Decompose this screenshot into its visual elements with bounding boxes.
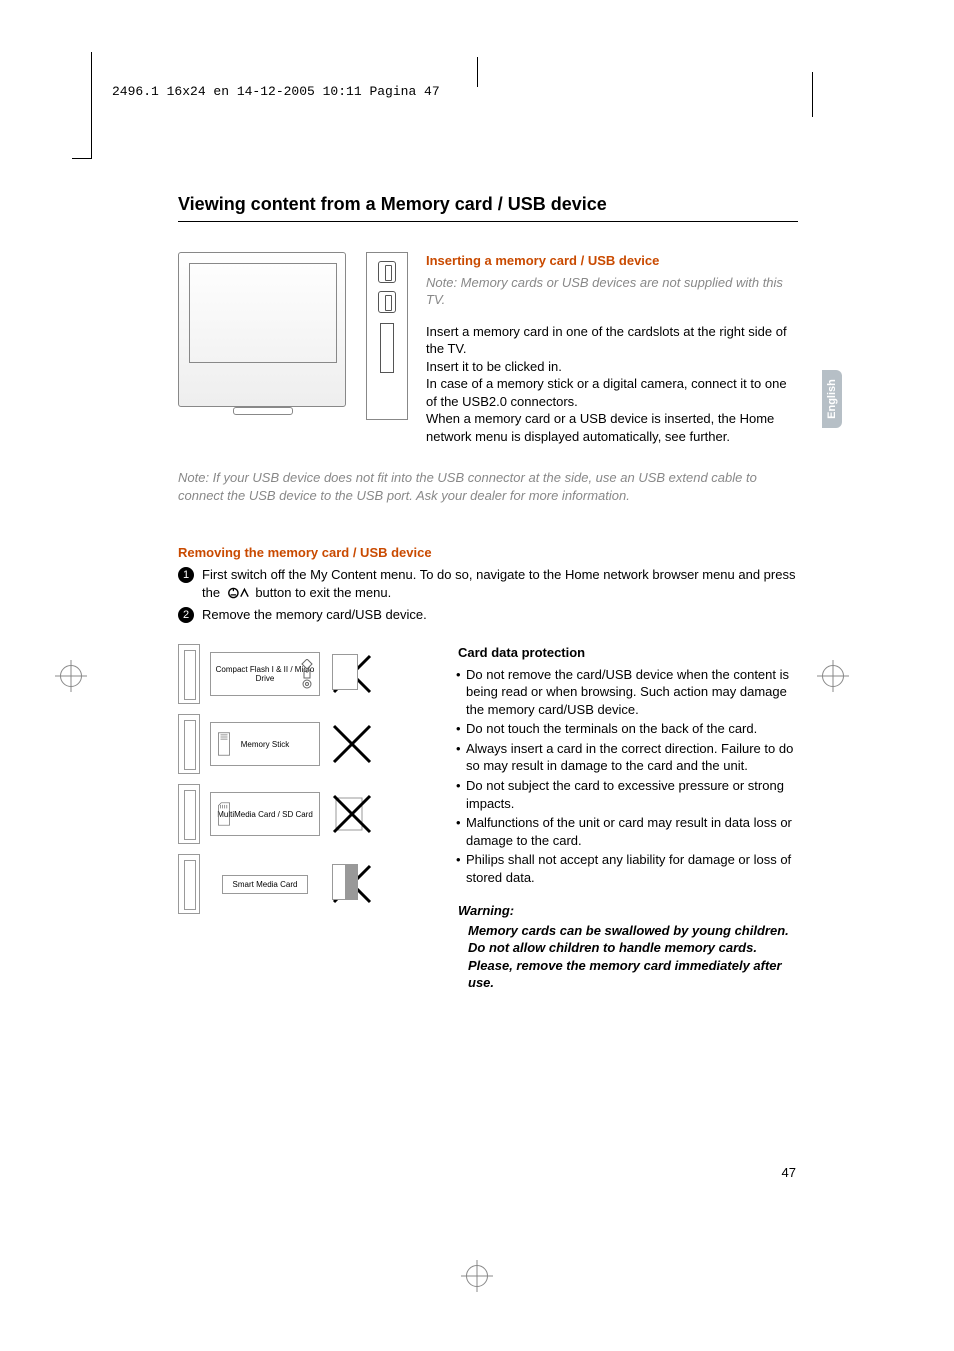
card-slot-icon: [380, 323, 394, 373]
bullet-item: Do not subject the card to excessive pre…: [458, 777, 798, 812]
supply-note: Note: Memory cards or USB devices are no…: [426, 274, 798, 309]
registration-mark-right: [822, 665, 844, 687]
step-1-text-b: button to exit the menu.: [255, 585, 391, 600]
step-1: 1 First switch off the My Content menu. …: [178, 566, 798, 602]
bullet-item: Do not touch the terminals on the back o…: [458, 720, 798, 738]
sd-card-icon: [217, 799, 231, 829]
sm-label-text: Smart Media Card: [233, 880, 298, 889]
ms-label-text: Memory Stick: [241, 740, 289, 749]
mmc-label-text: MultiMedia Card / SD Card: [217, 810, 313, 819]
protection-bullet-list: Do not remove the card/USB device when t…: [458, 666, 798, 887]
language-tab: English: [822, 370, 842, 428]
crop-mark-top-left: [72, 52, 92, 159]
bullet-item: Do not remove the card/USB device when t…: [458, 666, 798, 719]
page-title: Viewing content from a Memory card / USB…: [178, 194, 798, 222]
step-2: 2 Remove the memory card/USB device.: [178, 606, 798, 624]
crop-mark-top-right: [812, 72, 814, 117]
step-number-2-icon: 2: [178, 607, 194, 623]
sm-card-label: Smart Media Card: [210, 862, 320, 906]
warning-heading: Warning:: [458, 902, 798, 920]
print-job-header: 2496.1 16x24 en 14-12-2005 10:11 Pagina …: [112, 84, 440, 99]
my-content-button-icon: [226, 586, 250, 600]
card-outline-icon: [332, 864, 358, 900]
step-number-1-icon: 1: [178, 567, 194, 583]
bullet-item: Always insert a card in the correct dire…: [458, 740, 798, 775]
slot-illustration: [178, 784, 200, 844]
tv-screen-illustration: [189, 263, 337, 363]
usb-extend-note: Note: If your USB device does not fit in…: [178, 469, 798, 504]
card-row-mmc: MultiMedia Card / SD Card: [178, 784, 428, 844]
protection-heading: Card data protection: [458, 644, 798, 662]
wrong-orientation-cf: [330, 652, 374, 696]
wrong-orientation-mmc: [330, 792, 374, 836]
wrong-orientation-sm: [330, 862, 374, 906]
slot-illustration: [178, 714, 200, 774]
inserting-heading: Inserting a memory card / USB device: [426, 252, 798, 270]
removing-heading: Removing the memory card / USB device: [178, 545, 798, 560]
usb-port-icon: [378, 291, 396, 313]
cf-icons: [301, 659, 313, 689]
wrong-orientation-ms: [330, 722, 374, 766]
ms-card-label: Memory Stick: [210, 722, 320, 766]
card-row-cf: Compact Flash I & II / Micro Drive: [178, 644, 428, 704]
step-1-text: First switch off the My Content menu. To…: [202, 566, 798, 602]
card-row-sm: Smart Media Card: [178, 854, 428, 914]
mmc-card-label: MultiMedia Card / SD Card: [210, 792, 320, 836]
step-2-text: Remove the memory card/USB device.: [202, 606, 427, 624]
tv-diagram: [178, 252, 408, 422]
registration-mark-bottom: [466, 1265, 488, 1287]
cf-card-label: Compact Flash I & II / Micro Drive: [210, 652, 320, 696]
usb-port-icon: [378, 261, 396, 283]
tv-side-panel-illustration: [366, 252, 408, 420]
bullet-item: Philips shall not accept any liability f…: [458, 851, 798, 886]
protection-section: Card data protection Do not remove the c…: [458, 644, 798, 992]
warning-body: Memory cards can be swallowed by young c…: [458, 922, 798, 992]
intro-para-2: Insert it to be clicked in.: [426, 358, 798, 376]
bullet-item: Malfunctions of the unit or card may res…: [458, 814, 798, 849]
slot-illustration: [178, 644, 200, 704]
intro-para-1: Insert a memory card in one of the cards…: [426, 323, 798, 358]
memory-stick-icon: [217, 729, 231, 759]
card-row-ms: Memory Stick: [178, 714, 428, 774]
page-number: 47: [782, 1165, 796, 1180]
memory-card-diagrams: Compact Flash I & II / Micro Drive M: [178, 644, 428, 992]
intro-text-block: Inserting a memory card / USB device Not…: [426, 252, 798, 445]
lower-section: Compact Flash I & II / Micro Drive M: [178, 644, 798, 992]
crop-mark-top-center: [468, 72, 486, 90]
page-content: Viewing content from a Memory card / USB…: [178, 194, 798, 992]
intro-para-3: In case of a memory stick or a digital c…: [426, 375, 798, 410]
slot-illustration: [178, 854, 200, 914]
registration-mark-left: [60, 665, 82, 687]
tv-body-illustration: [178, 252, 346, 407]
language-tab-label: English: [826, 379, 838, 419]
intro-section: Inserting a memory card / USB device Not…: [178, 252, 798, 445]
tv-stand-illustration: [233, 407, 293, 415]
card-outline-icon: [332, 654, 358, 690]
intro-para-4: When a memory card or a USB device is in…: [426, 410, 798, 445]
